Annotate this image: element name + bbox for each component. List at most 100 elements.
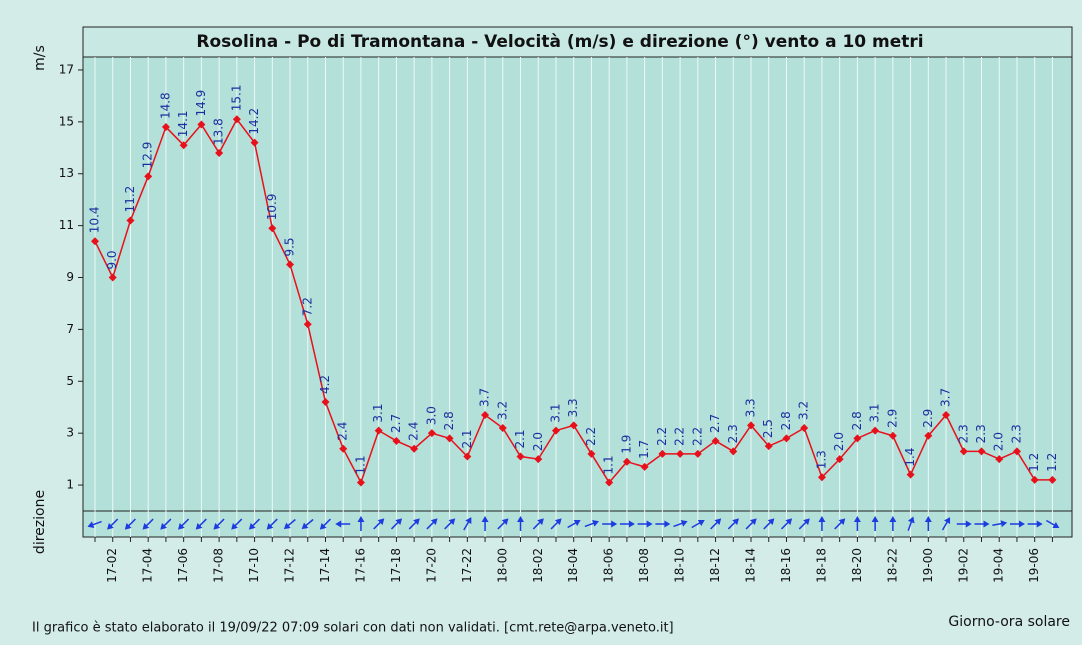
direction-arrow <box>1027 520 1043 528</box>
y-tick-label: 7 <box>66 322 74 336</box>
point <box>622 457 631 466</box>
y-axis-label: m/s <box>32 45 48 71</box>
x-tick-label: 17-18 <box>389 548 403 583</box>
arrow-head <box>803 518 810 526</box>
value-label: 2.3 <box>956 424 970 443</box>
x-tick-label: 17-22 <box>460 548 474 583</box>
x-tick-label: 17-08 <box>212 548 226 583</box>
direction-arrow <box>550 518 562 530</box>
arrow-head <box>664 520 671 528</box>
value-label: 14.8 <box>158 92 172 119</box>
arrow-head <box>785 518 793 526</box>
point <box>481 411 490 420</box>
arrow-head <box>554 518 562 526</box>
value-label: 10.9 <box>265 194 279 221</box>
arrow-head <box>465 517 472 525</box>
x-tick-label: 18-22 <box>885 548 899 583</box>
value-label: 1.9 <box>619 435 633 454</box>
point <box>534 455 543 464</box>
y-tick-label: 13 <box>59 166 74 180</box>
arrow-head <box>983 520 990 528</box>
point <box>747 421 756 430</box>
arrow-head <box>107 522 114 530</box>
value-label: 11.2 <box>123 186 137 213</box>
point <box>1030 475 1039 484</box>
arrow-head <box>481 516 489 522</box>
direction-arrow <box>818 516 826 531</box>
value-label: 15.1 <box>229 85 243 112</box>
arrow-head <box>177 522 185 530</box>
arrow-head <box>231 522 238 530</box>
point <box>676 449 685 458</box>
point <box>587 449 596 458</box>
arrow-head <box>818 516 826 522</box>
x-tick-label: 18-18 <box>814 548 828 583</box>
point <box>427 429 436 438</box>
direction-arrow <box>248 518 261 530</box>
direction-arrow <box>745 518 757 530</box>
point <box>995 455 1004 464</box>
arrow-head <box>213 522 221 530</box>
direction-arrow <box>195 518 207 530</box>
point <box>144 172 153 181</box>
value-label: 3.3 <box>744 398 758 417</box>
x-tick-label: 18-16 <box>779 548 793 583</box>
value-label: 3.2 <box>797 401 811 420</box>
value-label: 4.2 <box>318 375 332 394</box>
y-tick-label: 5 <box>66 374 74 388</box>
direction-arrow <box>266 518 278 530</box>
direction-arrow <box>319 518 331 530</box>
point <box>551 426 560 435</box>
x-tick-label: 18-14 <box>744 548 758 583</box>
arrow-head <box>853 516 861 522</box>
value-label: 2.8 <box>442 411 456 430</box>
direction-arrow <box>444 518 456 530</box>
x-tick-label: 19-06 <box>1027 548 1041 583</box>
arrow-head <box>838 518 846 526</box>
point <box>516 452 525 461</box>
x-tick-label: 17-20 <box>424 548 438 583</box>
arrow-head <box>965 520 972 528</box>
point <box>782 434 791 443</box>
value-label: 9.0 <box>105 250 119 269</box>
value-label: 1.4 <box>903 448 917 467</box>
direction-arrow <box>853 516 861 531</box>
value-label: 2.9 <box>885 409 899 428</box>
direction-label: direzione <box>32 490 48 554</box>
value-label: 12.9 <box>141 142 155 169</box>
x-tick-label: 18-20 <box>850 548 864 583</box>
point <box>924 431 933 440</box>
direction-arrow <box>637 520 653 528</box>
point <box>268 224 277 233</box>
direction-arrow <box>727 518 739 530</box>
point <box>1012 447 1021 456</box>
point <box>942 411 951 420</box>
point <box>161 123 170 132</box>
direction-arrow <box>834 518 846 530</box>
direction-arrow <box>373 518 385 530</box>
chart-title: Rosolina - Po di Tramontana - Velocità (… <box>196 32 923 52</box>
arrow-head <box>1018 520 1025 528</box>
point <box>463 452 472 461</box>
value-label: 2.7 <box>708 414 722 433</box>
direction-arrow <box>463 517 472 531</box>
point <box>286 260 295 269</box>
arrow-head <box>573 519 581 527</box>
direction-arrow <box>956 520 972 528</box>
arrow-head <box>413 518 420 526</box>
plot-area <box>82 56 1073 538</box>
arrow-head <box>195 522 203 530</box>
arrow-head <box>646 520 653 528</box>
point <box>445 434 454 443</box>
point <box>303 320 312 329</box>
arrow-head <box>1052 521 1060 529</box>
arrow-head <box>1000 520 1008 528</box>
x-tick-label: 19-04 <box>992 548 1006 583</box>
point <box>764 442 773 451</box>
value-label: 2.0 <box>531 432 545 451</box>
direction-arrow <box>231 518 243 530</box>
value-label: 1.3 <box>814 450 828 469</box>
value-label: 3.2 <box>495 401 509 420</box>
value-label: 2.2 <box>655 427 669 446</box>
value-label: 2.9 <box>921 409 935 428</box>
